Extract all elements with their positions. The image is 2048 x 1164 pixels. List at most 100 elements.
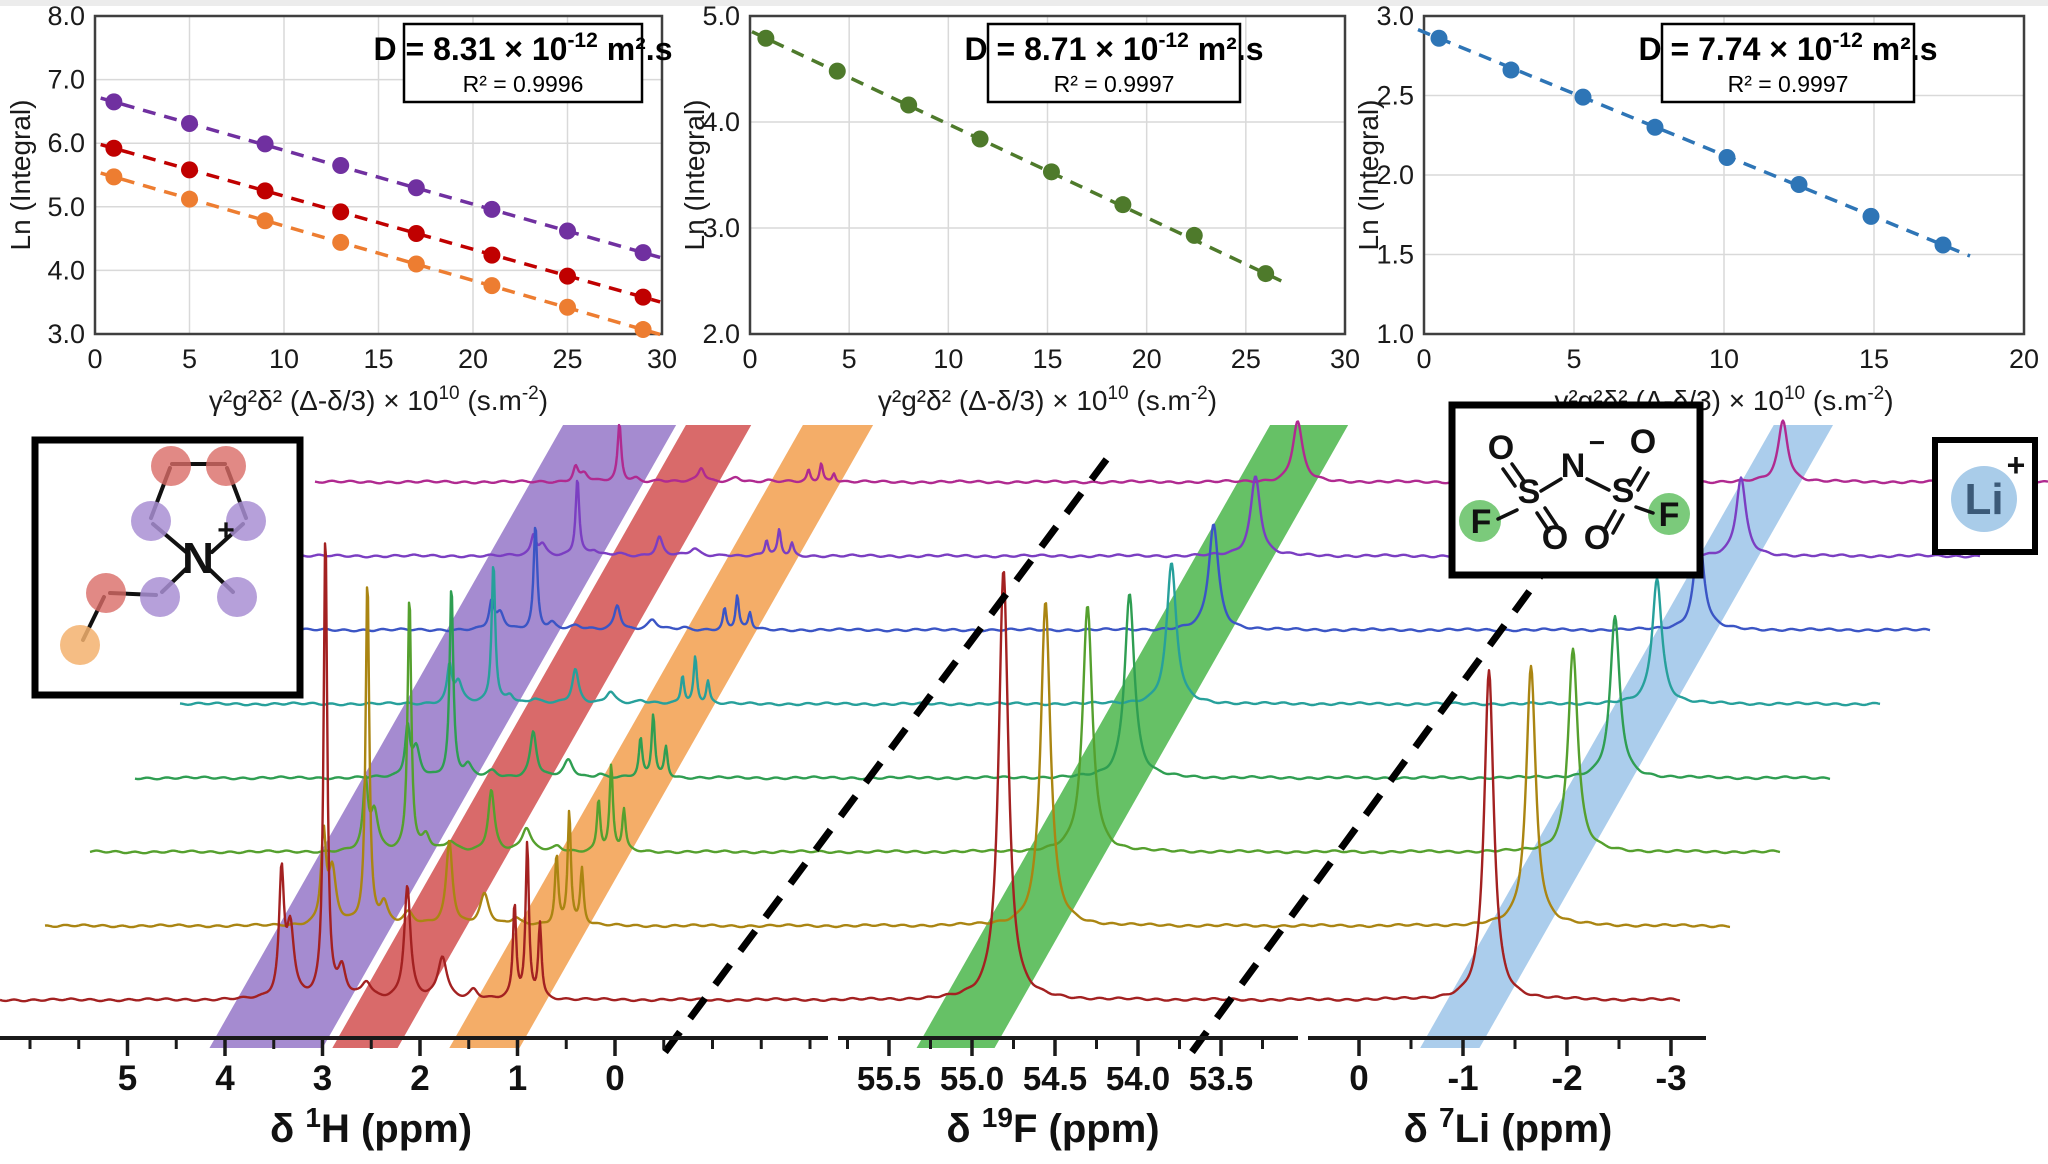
- y-tick-label: 2.0: [702, 319, 740, 349]
- x-tick-label: 5: [1566, 344, 1581, 374]
- highlight-band-D96A6A: [332, 425, 752, 1048]
- diffusion-chart-1: 0 5 10 15 20 25 30 3.0 4.0 5.0 6.0 7.0 8.0 Ln (Integr…: [5, 1, 677, 416]
- y-tick-label: 3.0: [47, 319, 85, 349]
- nmr-trace-row-1: [0, 542, 1681, 1003]
- y-tick-label: 3.0: [1376, 1, 1414, 31]
- series-lithium-7Li-blue: [1417, 28, 1971, 258]
- anion-inset-box: [1448, 401, 1704, 579]
- data-point: [1042, 163, 1060, 181]
- x-tick-label: 20: [2009, 344, 2039, 374]
- r-squared-value: R² = 0.9997: [1054, 71, 1175, 97]
- ch2-highlight-red: [86, 573, 126, 613]
- x-tick-label: 25: [552, 344, 582, 374]
- li7-title-rest: Li (ppm): [1455, 1107, 1613, 1151]
- nmr-trace-row-6: [224, 523, 1931, 633]
- data-point: [256, 212, 274, 230]
- y-axis-title: Ln (Integral): [679, 100, 710, 251]
- x-axis-title: γ²g²δ² (Δ-δ/3) × 1010 (s.m-2): [209, 383, 548, 416]
- x-tick-label: 5: [182, 344, 197, 374]
- ppm-tick-label: 4: [215, 1059, 235, 1098]
- x-tick-label: 10: [269, 344, 299, 374]
- data-point: [332, 156, 350, 174]
- y-tick-label: 1.5: [1376, 240, 1414, 270]
- data-point: [105, 139, 123, 157]
- positive-charge-label: +: [217, 514, 235, 547]
- diffusion-value-part: D = 8.31 × 10: [374, 31, 568, 67]
- data-point: [1114, 196, 1132, 214]
- highlight-band-ABCDEC: [1420, 425, 1834, 1048]
- data-point: [1430, 29, 1448, 47]
- x-tick-label: 30: [647, 344, 677, 374]
- data-point: [1790, 176, 1808, 194]
- x-axis-title-part: -2: [1867, 383, 1884, 404]
- top-border-strip: [0, 0, 2048, 6]
- plot-frame: [93, 14, 664, 336]
- nch3-highlight-purple: [217, 577, 257, 617]
- ring-nch2-highlight-purple: [226, 501, 266, 541]
- bond: [1603, 509, 1617, 531]
- bond: [1496, 508, 1519, 521]
- series-cation-ring-NCH2-purple: [100, 93, 661, 262]
- data-point: [1257, 265, 1275, 283]
- lithium-charge-label: +: [2007, 447, 2026, 483]
- diffusion-charts-layer: 0 5 10 15 20 25 30 3.0 4.0 5.0 6.0 7.0 8.0 Ln (Integr…: [5, 1, 2039, 416]
- nmr-trace-row-2: [44, 586, 1731, 929]
- h1-title-delta: δ: [270, 1107, 305, 1151]
- y-tick-label: 7.0: [47, 65, 85, 95]
- fluorine-highlight-green: [1459, 500, 1501, 542]
- x-axis-title-part: (s.m: [1129, 385, 1191, 416]
- plot-frame: [748, 14, 1347, 336]
- bond: [1636, 471, 1650, 492]
- negative-charge-label: −: [1589, 427, 1605, 458]
- lithium-inset: Li +: [1932, 437, 2038, 555]
- x-axis-title-part: ): [539, 385, 548, 416]
- x-axis-title-part: 10: [1107, 383, 1128, 404]
- bond: [1628, 466, 1642, 487]
- diffusion-coefficient-value: D = 8.31 × 10-12 m².s: [374, 29, 673, 67]
- ring-ch2-highlight-red: [151, 446, 191, 486]
- x-tick-label: 20: [458, 344, 488, 374]
- nitrogen-label: N: [182, 534, 214, 583]
- f19-title-rest: F (ppm): [1013, 1107, 1160, 1151]
- bond: [1585, 477, 1611, 492]
- data-point: [181, 190, 198, 208]
- f19-title-delta: δ: [946, 1107, 981, 1151]
- cation-highlight-circles: [60, 446, 266, 665]
- data-point: [483, 246, 501, 264]
- lithium-label: Li: [1964, 475, 2003, 524]
- diffusion-value-part: -12: [567, 29, 597, 52]
- ppm-tick-label: 0: [1349, 1059, 1368, 1098]
- r-squared-value: R² = 0.9996: [463, 71, 584, 97]
- anion-structure-inset: O O N − S S O O F F: [1448, 401, 1704, 579]
- y-tick-label: 5.0: [47, 192, 85, 222]
- data-point: [407, 225, 425, 243]
- separator-dashed-line-1: [662, 449, 1115, 1055]
- bond: [1543, 506, 1559, 528]
- ppm-tick-label: 53.5: [1189, 1060, 1253, 1097]
- lithium-highlight-circle: [1951, 466, 2017, 532]
- 19F-axis: 55.5 55.0 54.5 54.0 53.5: [838, 1036, 1298, 1097]
- x-axis-title-part: ): [1208, 385, 1217, 416]
- h1-title-superscript: 1: [305, 1102, 321, 1133]
- ppm-tick-label: 0: [605, 1059, 624, 1098]
- x-axis-title-part: γ²g²δ² (Δ-δ/3) × 10: [878, 385, 1108, 416]
- data-point: [828, 62, 846, 80]
- y-tick-label: 8.0: [47, 1, 85, 31]
- bond: [1539, 477, 1563, 493]
- data-point: [332, 203, 350, 221]
- x-tick-label: 15: [363, 344, 393, 374]
- x-axis-title-part: -2: [522, 383, 539, 404]
- bond: [1634, 505, 1655, 515]
- ppm-tick-label: -3: [1655, 1059, 1686, 1098]
- ring-nch2-highlight-purple: [131, 501, 171, 541]
- ppm-tick-label: 1: [508, 1059, 527, 1098]
- annotation-marks-layer: [662, 449, 1605, 1055]
- x-tick-label: 0: [742, 344, 757, 374]
- data-point: [757, 29, 775, 47]
- y-axis-title: Ln (Integral): [1353, 100, 1384, 251]
- data-point: [407, 179, 425, 197]
- y-tick-label: 4.0: [702, 107, 740, 137]
- diffusion-chart-3: 0 5 10 15 201.01.52.02.53.0Ln (Integral)γ²g²…: [1353, 1, 2039, 416]
- ppm-tick-label: 55.5: [857, 1060, 921, 1097]
